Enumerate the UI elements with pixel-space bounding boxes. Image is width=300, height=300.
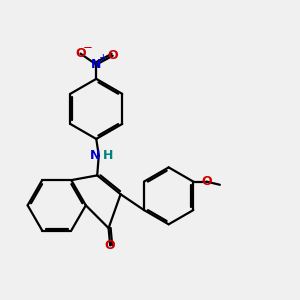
Text: H: H [102, 149, 113, 162]
Text: N: N [89, 149, 100, 162]
Text: +: + [99, 53, 107, 63]
Text: O: O [105, 239, 116, 252]
Text: O: O [201, 175, 212, 188]
Text: O: O [75, 47, 86, 60]
Text: N: N [91, 58, 101, 71]
Text: −: − [83, 41, 93, 54]
Text: O: O [107, 49, 118, 62]
